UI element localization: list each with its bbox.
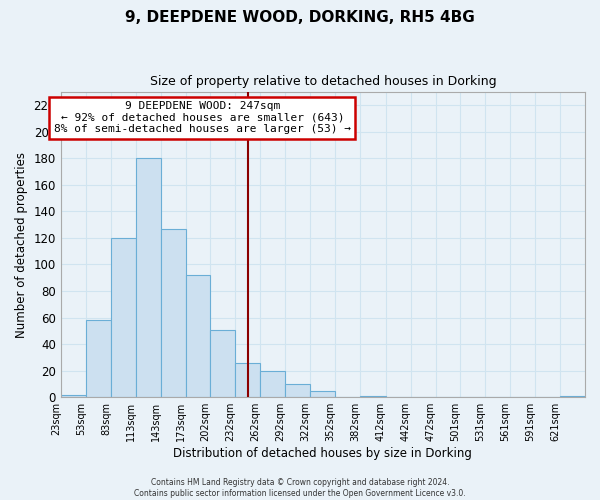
Text: 9, DEEPDENE WOOD, DORKING, RH5 4BG: 9, DEEPDENE WOOD, DORKING, RH5 4BG — [125, 10, 475, 25]
Y-axis label: Number of detached properties: Number of detached properties — [15, 152, 28, 338]
Bar — [361, 396, 386, 397]
Bar — [161, 228, 186, 397]
Text: Contains HM Land Registry data © Crown copyright and database right 2024.
Contai: Contains HM Land Registry data © Crown c… — [134, 478, 466, 498]
Bar — [260, 370, 286, 397]
Bar — [86, 320, 111, 397]
Bar — [111, 238, 136, 397]
Bar — [186, 275, 210, 397]
Bar — [310, 390, 335, 397]
X-axis label: Distribution of detached houses by size in Dorking: Distribution of detached houses by size … — [173, 447, 472, 460]
Text: 9 DEEPDENE WOOD: 247sqm
← 92% of detached houses are smaller (643)
8% of semi-de: 9 DEEPDENE WOOD: 247sqm ← 92% of detache… — [54, 101, 351, 134]
Bar — [235, 362, 260, 397]
Bar — [136, 158, 161, 397]
Bar — [61, 394, 86, 397]
Bar — [560, 396, 585, 397]
Bar — [286, 384, 310, 397]
Title: Size of property relative to detached houses in Dorking: Size of property relative to detached ho… — [149, 75, 496, 88]
Bar — [210, 330, 235, 397]
